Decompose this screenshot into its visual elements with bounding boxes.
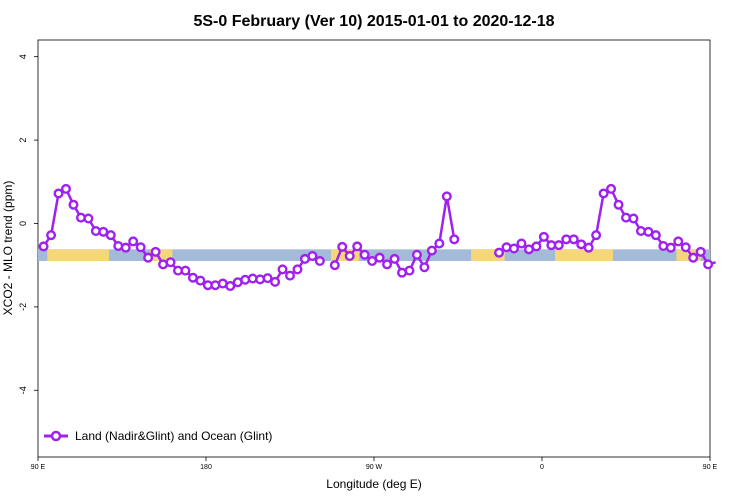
data-point [128, 236, 139, 247]
data-point [404, 265, 415, 276]
data-point [628, 213, 639, 224]
data-point [695, 246, 706, 257]
chart-title: 5S-0 February (Ver 10) 2015-01-01 to 202… [193, 13, 554, 30]
data-point [382, 259, 393, 270]
data-point [494, 247, 505, 258]
data-point [83, 213, 94, 224]
legend-label: Land (Nadir&Glint) and Ocean (Glint) [75, 429, 272, 443]
data-point [434, 238, 445, 249]
land-band-segment [150, 249, 173, 262]
data-point [61, 183, 72, 194]
data-point [359, 249, 370, 260]
y-axis-label: XCO2 - MLO trend (ppm) [1, 181, 15, 316]
data-point [225, 281, 236, 292]
land-band-segment [555, 249, 613, 262]
data-point [688, 252, 699, 263]
land-band-segment [471, 249, 505, 262]
data-point [583, 242, 594, 253]
data-point [426, 245, 437, 256]
data-point [314, 256, 325, 267]
data-point [105, 230, 116, 241]
data-point [143, 252, 154, 263]
data-point [46, 230, 57, 241]
series-layer [38, 183, 716, 292]
data-point [591, 230, 602, 241]
data-point [650, 230, 661, 241]
data-point [411, 249, 422, 260]
data-point [292, 264, 303, 275]
data-point [180, 265, 191, 276]
data-point [337, 241, 348, 252]
data-point [665, 242, 676, 253]
data-point [285, 270, 296, 281]
legend: Land (Nadir&Glint) and Ocean (Glint) [44, 429, 272, 443]
data-point [68, 199, 79, 210]
data-point [680, 242, 691, 253]
data-point [568, 234, 579, 245]
data-point [449, 234, 460, 245]
data-point [344, 251, 355, 262]
data-point [389, 253, 400, 264]
data-point [441, 191, 452, 202]
data-point [135, 242, 146, 253]
x-tick-label: 90 E [31, 464, 46, 471]
data-point [262, 273, 273, 284]
y-tick-label: -4 [18, 386, 28, 394]
data-point [703, 259, 714, 270]
x-tick-label: 90 W [366, 464, 383, 471]
data-point [606, 183, 617, 194]
data-point [329, 260, 340, 271]
x-tick-label: 0 [540, 464, 544, 471]
y-tick-label: -2 [18, 303, 28, 311]
y-tick-label: 4 [18, 54, 28, 59]
legend-marker-swatch [50, 430, 62, 442]
data-point [419, 262, 430, 273]
data-point [195, 275, 206, 286]
data-point [53, 188, 64, 199]
y-tick-label: 2 [18, 138, 28, 143]
data-point [673, 236, 684, 247]
data-point [307, 251, 318, 262]
data-point [352, 241, 363, 252]
land-band-segment [47, 249, 109, 262]
data-point [598, 188, 609, 199]
ocean-band [38, 249, 710, 262]
x-tick-label: 180 [200, 464, 212, 471]
data-point [165, 257, 176, 268]
land-band-segment [676, 249, 701, 262]
data-point [374, 252, 385, 263]
data-point [277, 264, 288, 275]
data-point [38, 241, 49, 252]
data-point [270, 276, 281, 287]
axes: -4 -2 0 2 4 90 E 180 90 W 0 90 E [18, 54, 718, 471]
y-tick-label: 0 [18, 221, 28, 226]
data-point [516, 238, 527, 249]
data-point [531, 241, 542, 252]
x-axis-label: Longitude (deg E) [326, 477, 421, 491]
data-point [509, 243, 520, 254]
data-point [150, 246, 161, 257]
data-point [538, 231, 549, 242]
data-point [120, 242, 131, 253]
data-point [553, 240, 564, 251]
data-point [613, 199, 624, 210]
x-tick-label: 90 E [703, 464, 718, 471]
